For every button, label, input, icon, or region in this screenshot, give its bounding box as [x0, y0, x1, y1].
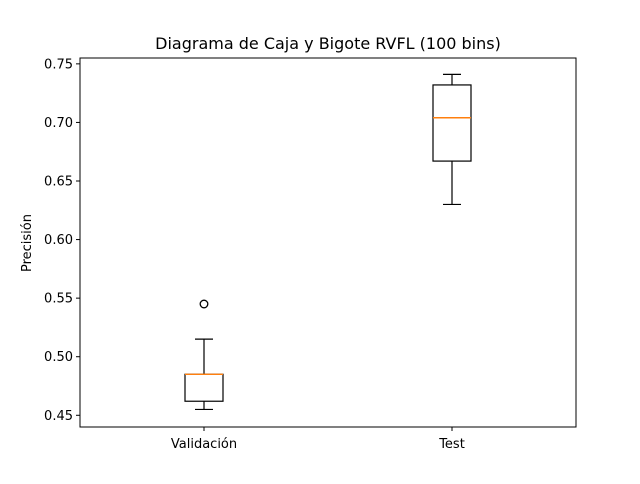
y-tick-label: 0.60 [44, 233, 73, 248]
outlier-point [199, 299, 209, 309]
y-axis: 0.45 0.50 0.55 0.60 0.65 0.70 0.75 [44, 57, 80, 424]
y-axis-label: Precisión [20, 214, 35, 272]
y-tick-label: 0.55 [44, 292, 73, 307]
x-axis: Validación Test [171, 427, 465, 452]
plot-area-frame [79, 57, 577, 428]
y-tick-label: 0.75 [44, 57, 73, 72]
box-iqr [432, 84, 472, 162]
x-tick-label: Validación [171, 437, 237, 452]
y-tick-label: 0.70 [44, 116, 73, 131]
box-series [184, 73, 472, 411]
y-tick-label: 0.50 [44, 350, 73, 365]
box-1 [184, 299, 224, 411]
x-tick-label: Test [438, 437, 465, 452]
box-iqr [184, 373, 224, 402]
box-2 [432, 73, 472, 206]
y-tick-label: 0.65 [44, 175, 73, 190]
chart-title: Diagrama de Caja y Bigote RVFL (100 bins… [155, 34, 501, 53]
y-tick-label: 0.45 [44, 409, 73, 424]
